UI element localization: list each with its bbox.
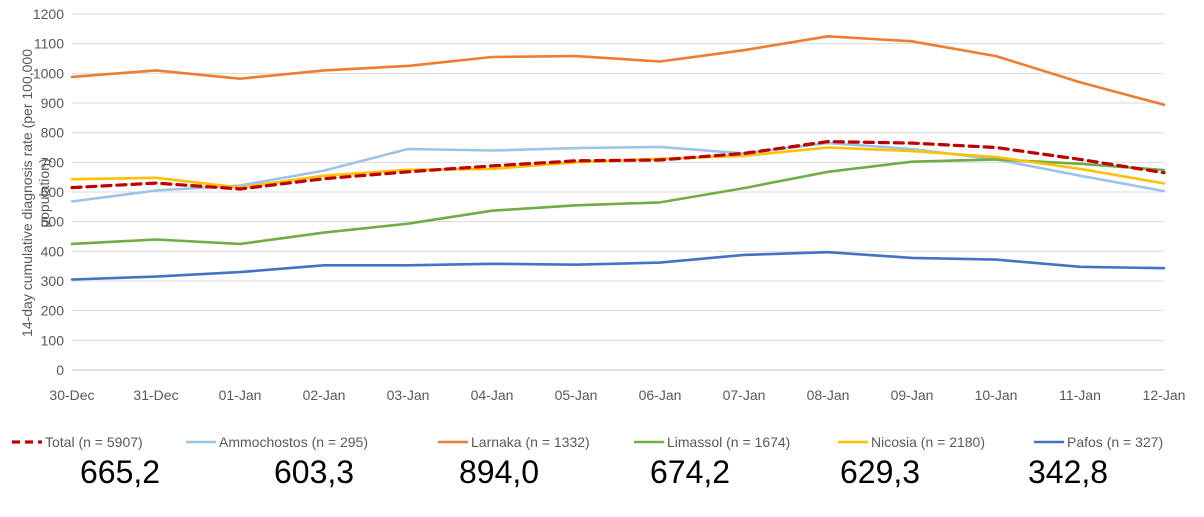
x-tick-label: 09-Jan bbox=[891, 387, 934, 403]
y-tick-label: 0 bbox=[56, 362, 64, 378]
x-tick-label: 06-Jan bbox=[639, 387, 682, 403]
series-line-nicosia bbox=[70, 146, 1166, 189]
x-tick-label: 11-Jan bbox=[1059, 387, 1101, 403]
y-tick-label: 500 bbox=[41, 214, 65, 230]
summary-value-total: 665,2 bbox=[80, 454, 161, 490]
summary-value-limassol: 674,2 bbox=[650, 454, 731, 490]
y-axis-title: 14-day cumulative diagnosis rate (per 10… bbox=[19, 49, 52, 337]
y-axis-ticks: 0 100 200 300 400 500 600 700 800 900 1000 1100 1200 bbox=[33, 6, 64, 378]
y-tick-label: 1100 bbox=[34, 36, 64, 52]
x-tick-label: 01-Jan bbox=[219, 387, 262, 403]
summary-value-pafos: 342,8 bbox=[1028, 454, 1109, 490]
x-tick-label: 07-Jan bbox=[723, 387, 766, 403]
y-tick-label: 900 bbox=[41, 95, 65, 111]
y-axis-title-line-1: 14-day cumulative diagnosis rate (per 10… bbox=[19, 49, 35, 337]
summary-value-ammochostos: 603,3 bbox=[274, 454, 355, 490]
y-tick-label: 300 bbox=[41, 273, 65, 289]
x-tick-label: 10-Jan bbox=[975, 387, 1018, 403]
y-tick-label: 800 bbox=[41, 125, 65, 141]
gridlines bbox=[72, 13, 1164, 371]
summary-value-larnaka: 894,0 bbox=[459, 454, 540, 490]
y-tick-label: 100 bbox=[41, 332, 65, 348]
x-tick-label: 31-Dec bbox=[133, 387, 178, 403]
y-axis-title-line-2: population) bbox=[36, 158, 52, 227]
x-tick-label: 12-Jan bbox=[1143, 387, 1186, 403]
summary-values: 665,2 603,3 894,0 674,2 629,3 342,8 bbox=[0, 454, 1204, 504]
x-tick-label: 30-Dec bbox=[49, 387, 94, 403]
x-tick-label: 05-Jan bbox=[555, 387, 598, 403]
x-tick-label: 08-Jan bbox=[807, 387, 850, 403]
series-line-ammochostos bbox=[70, 141, 1166, 203]
y-tick-label: 1000 bbox=[33, 65, 64, 81]
y-tick-label: 700 bbox=[41, 154, 65, 170]
legend-label-ammochostos: Ammochostos (n = 295) bbox=[219, 434, 368, 450]
summary-value-nicosia: 629,3 bbox=[840, 454, 921, 490]
x-tick-label: 02-Jan bbox=[303, 387, 346, 403]
legend-label-total: Total (n = 5907) bbox=[45, 434, 143, 450]
x-axis-ticks: 30-Dec 31-Dec 01-Jan 02-Jan 03-Jan 04-Jan 05-J… bbox=[49, 387, 1185, 403]
legend-label-pafos: Pafos (n = 327) bbox=[1067, 434, 1163, 450]
series-line-total bbox=[70, 140, 1166, 191]
series-lines bbox=[70, 34, 1166, 281]
legend-label-limassol: Limassol (n = 1674) bbox=[667, 434, 790, 450]
y-tick-label: 200 bbox=[41, 303, 65, 319]
x-tick-label: 03-Jan bbox=[387, 387, 430, 403]
series-line-larnaka bbox=[70, 34, 1166, 107]
legend-label-larnaka: Larnaka (n = 1332) bbox=[471, 434, 590, 450]
x-tick-label: 04-Jan bbox=[471, 387, 514, 403]
y-tick-label: 600 bbox=[41, 184, 65, 200]
y-tick-label: 400 bbox=[41, 243, 65, 259]
y-tick-label: 1200 bbox=[33, 6, 64, 22]
series-line-limassol bbox=[70, 158, 1166, 246]
line-chart: 0 100 200 300 400 500 600 700 800 900 1000 1100 1200… bbox=[12, 6, 1185, 450]
legend-label-nicosia: Nicosia (n = 2180) bbox=[871, 434, 985, 450]
legend: Total (n = 5907) Ammochostos (n = 295) Lar… bbox=[12, 434, 1163, 450]
series-line-pafos bbox=[70, 250, 1166, 281]
